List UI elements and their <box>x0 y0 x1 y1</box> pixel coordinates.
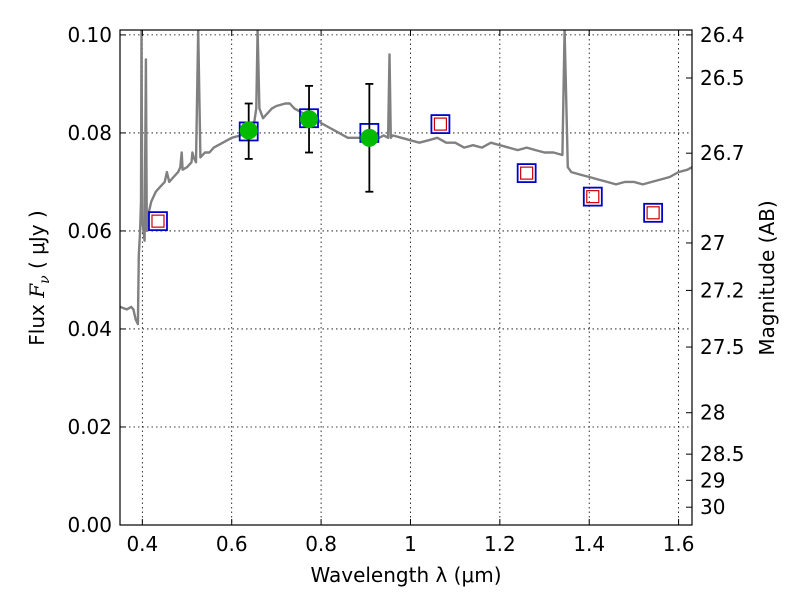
axis-ticks: 0.4 0.6 0.8 1 1.2 1.4 1.6 0.00 0.02 0.04 0.06 0.08 0… <box>67 23 744 556</box>
y2-tick-label: 26.5 <box>700 66 745 90</box>
model-spectrum-line <box>120 30 692 326</box>
y2-tick-label: 28.5 <box>700 442 745 466</box>
y-tick-label: 0.08 <box>67 121 112 145</box>
observed-point <box>239 121 258 140</box>
grid <box>120 30 692 526</box>
y2-tick-label: 28 <box>700 401 725 425</box>
model-photometry-square <box>148 211 168 232</box>
upper-limit-square <box>151 214 165 228</box>
y-tick-label: 0.00 <box>67 513 112 537</box>
x-tick-label: 1.4 <box>573 532 605 556</box>
y2-tick-label: 26.7 <box>700 141 745 165</box>
y2-tick-label: 27 <box>700 231 725 255</box>
series-layer <box>120 30 692 326</box>
x-axis-label: Wavelength λ (μm) <box>310 563 501 587</box>
upper-limit-square <box>586 190 600 204</box>
x-tick-label: 0.6 <box>216 532 248 556</box>
y-tick-label: 0.02 <box>67 415 112 439</box>
y2-axis-label: Magnitude (AB) <box>755 200 779 355</box>
y-tick-label: 0.06 <box>67 219 112 243</box>
plot-frame <box>119 29 693 526</box>
observed-point <box>360 128 379 147</box>
x-tick-label: 0.4 <box>126 532 158 556</box>
upper-limit-square <box>433 117 448 131</box>
y2-tick-label: 26.4 <box>700 23 745 47</box>
y2-tick-label: 29 <box>700 468 725 492</box>
model-photometry-square <box>582 186 603 207</box>
upper-limit-square <box>646 206 660 220</box>
model-photometry-square <box>643 202 664 223</box>
plot-area <box>120 30 692 525</box>
y-axis-label: Flux Fν ( μJy ) <box>25 210 53 345</box>
model-photometry-square <box>430 114 451 134</box>
y2-tick-label: 30 <box>700 495 725 519</box>
x-tick-label: 1 <box>404 532 417 556</box>
y-tick-label: 0.04 <box>67 317 112 341</box>
model-photometry-square <box>516 163 537 184</box>
observed-point <box>300 110 319 129</box>
x-tick-label: 1.6 <box>663 532 695 556</box>
y2-tick-label: 27.2 <box>700 278 745 302</box>
y-tick-label: 0.10 <box>67 23 112 47</box>
y2-tick-label: 27.5 <box>700 335 745 359</box>
upper-limit-square <box>520 166 534 180</box>
x-tick-label: 1.2 <box>484 532 516 556</box>
x-tick-label: 0.8 <box>305 532 337 556</box>
